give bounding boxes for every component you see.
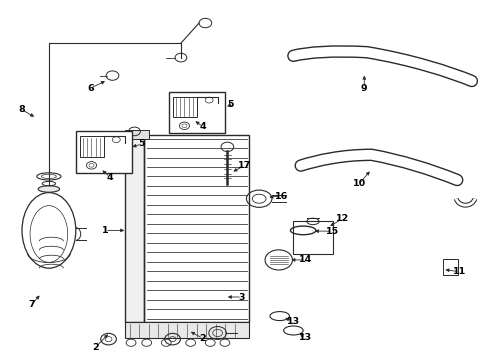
Text: 17: 17 bbox=[237, 161, 251, 170]
Text: 5: 5 bbox=[138, 139, 145, 148]
Bar bbox=[293, 221, 332, 254]
Text: 4: 4 bbox=[106, 173, 113, 181]
Text: 9: 9 bbox=[360, 84, 367, 93]
Text: 16: 16 bbox=[274, 192, 287, 201]
Bar bbox=[124, 135, 144, 322]
Bar bbox=[124, 322, 249, 338]
Text: 13: 13 bbox=[286, 317, 299, 326]
Text: 4: 4 bbox=[199, 122, 206, 131]
Text: 15: 15 bbox=[325, 227, 338, 236]
Bar bbox=[168, 92, 224, 133]
Text: 5: 5 bbox=[227, 100, 234, 109]
Bar bbox=[442, 259, 457, 275]
Text: 7: 7 bbox=[28, 300, 35, 309]
Bar bbox=[76, 131, 132, 173]
Bar bbox=[144, 135, 249, 322]
Text: 13: 13 bbox=[299, 333, 311, 342]
Bar bbox=[80, 136, 104, 157]
Text: 10: 10 bbox=[352, 179, 365, 188]
Text: 2: 2 bbox=[92, 343, 99, 352]
Text: 11: 11 bbox=[452, 267, 466, 276]
Ellipse shape bbox=[38, 186, 60, 192]
Text: 1: 1 bbox=[102, 226, 108, 235]
Text: 14: 14 bbox=[298, 256, 312, 264]
Text: 12: 12 bbox=[335, 214, 348, 223]
Text: 8: 8 bbox=[19, 105, 25, 114]
Bar bbox=[124, 130, 149, 139]
Text: 2: 2 bbox=[199, 334, 206, 343]
Text: 3: 3 bbox=[238, 292, 245, 302]
Text: 6: 6 bbox=[87, 84, 94, 93]
Bar bbox=[173, 97, 196, 117]
